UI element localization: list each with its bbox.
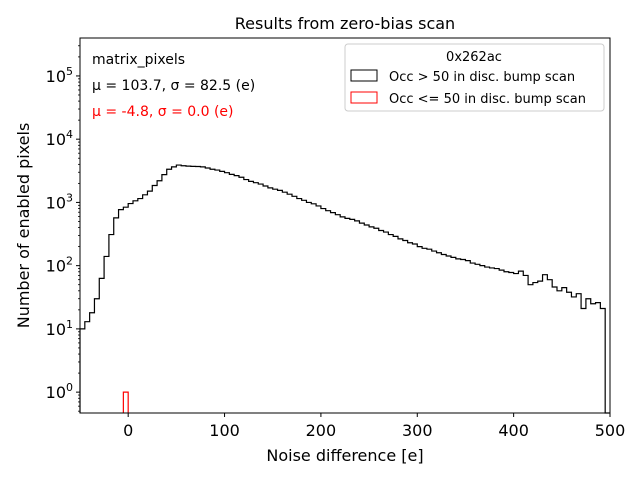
x-tick-label: 100 [209, 421, 240, 440]
legend-label-black: Occ > 50 in disc. bump scan [389, 70, 575, 85]
legend-swatch-black [350, 69, 378, 82]
legend-label-red: Occ <= 50 in disc. bump scan [389, 92, 586, 107]
x-tick-label: 0 [123, 421, 133, 440]
x-tick-label: 200 [306, 421, 337, 440]
plot-area [79, 164, 610, 414]
y-tick-label: 103 [46, 191, 73, 212]
legend-frame [344, 43, 605, 112]
histogram-series-occ-above-50 [79, 164, 610, 414]
y-tick-label: 104 [46, 128, 73, 149]
x-tick-label: 300 [402, 421, 433, 440]
y-axis-ticks: 100 101 102 103 104 105 [46, 45, 80, 412]
x-tick-label: 500 [595, 421, 626, 440]
x-axis-ticks: 0 100 200 300 400 500 [123, 413, 625, 440]
x-tick-label: 400 [498, 421, 529, 440]
y-tick-label: 100 [46, 381, 73, 402]
annotation-matrix-pixels: matrix_pixels [92, 52, 185, 68]
histogram-series-occ-below-50 [122, 391, 129, 413]
y-axis-label: Number of enabled pixels [14, 123, 33, 329]
legend: 0x262ac Occ > 50 in disc. bump scan Occ … [344, 43, 605, 112]
annotation-stats-black: μ = 103.7, σ = 82.5 (e) [92, 78, 255, 94]
legend-swatch-red [350, 91, 378, 104]
y-tick-label: 102 [46, 255, 73, 276]
chart-title: Results from zero-bias scan [235, 14, 455, 33]
y-tick-label: 105 [46, 65, 73, 86]
annotation-stats-red: μ = -4.8, σ = 0.0 (e) [92, 104, 234, 120]
axes-frame [79, 37, 611, 414]
legend-title: 0x262ac [446, 50, 502, 65]
y-tick-label: 101 [46, 318, 73, 339]
x-axis-label: Noise difference [e] [266, 446, 423, 465]
